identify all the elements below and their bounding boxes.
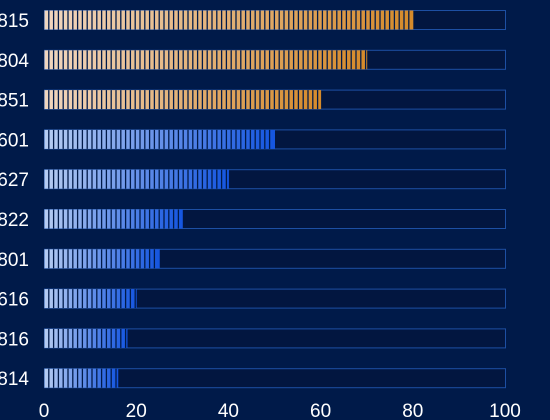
bar-815 [44,10,414,30]
x-axis-tick-labels: 0 20 40 60 80 100 [39,401,521,420]
category-label: 627 [0,170,29,191]
bar-801 [44,249,160,269]
category-label: 815 [0,11,29,32]
bar-814 [44,368,119,388]
bar-816 [44,328,128,348]
x-tick-label: 80 [402,401,423,420]
category-label: 816 [0,329,29,350]
bar [44,50,368,70]
bar-851 [44,90,322,110]
x-tick-label: 20 [126,401,147,420]
category-label: 601 [0,130,29,151]
bar-627 [44,169,229,189]
bars [44,10,414,388]
bar [44,368,119,388]
category-label: 804 [0,51,29,72]
x-tick-label: 60 [310,401,331,420]
bar-804 [44,50,368,70]
bar [44,328,128,348]
bar-822 [44,209,183,229]
bar-616 [44,289,137,309]
x-tick-label: 40 [218,401,239,420]
category-label: 801 [0,250,29,271]
bar-601 [44,129,275,149]
x-tick-label: 0 [39,401,50,420]
category-labels: 815 804 851 601 627 822 801 616 816 814 [0,11,29,390]
x-tick-label: 100 [489,401,521,420]
bar [44,209,183,229]
category-label: 822 [0,210,29,231]
bar [44,10,414,30]
category-label: 851 [0,91,29,112]
category-label: 814 [0,369,29,390]
category-label: 616 [0,290,29,311]
